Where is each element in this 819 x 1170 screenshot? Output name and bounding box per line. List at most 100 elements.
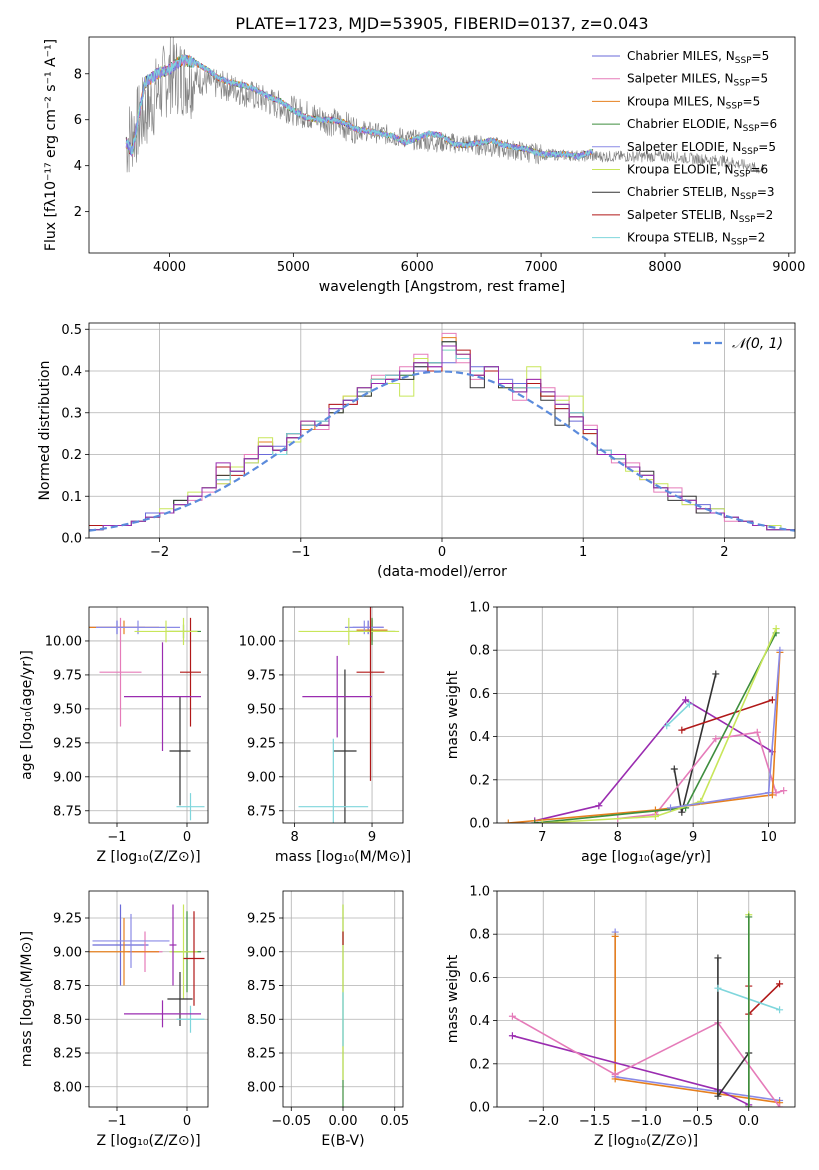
x-tick-label: 2	[720, 545, 728, 560]
plus-marker	[504, 819, 512, 823]
plus-marker	[682, 696, 690, 704]
y-axis-label: Normed distribution	[37, 361, 53, 501]
y-tick-label: 0.5	[61, 323, 82, 338]
x-axis-label: wavelength [Angstrom, rest frame]	[319, 279, 565, 295]
x-tick-label: 8	[290, 830, 298, 845]
plus-marker	[768, 696, 776, 704]
y-axis-label: mass weight	[445, 954, 461, 1043]
legend-label: Chabrier ELODIE, NSSP=6	[627, 117, 777, 134]
x-tick-label: 0	[438, 545, 446, 560]
y-tick-label: 9.00	[53, 945, 82, 960]
model-spectrum-line	[125, 54, 594, 160]
x-tick-label: 9	[689, 830, 697, 845]
plus-marker	[678, 808, 686, 816]
plus-marker	[753, 728, 761, 736]
x-tick-label: −1.0	[630, 1114, 662, 1129]
x-tick-label: −0.05	[271, 1114, 311, 1129]
y-tick-label: 8.75	[247, 804, 276, 819]
mass-weight-line	[673, 673, 717, 814]
plus-marker	[667, 804, 675, 812]
plus-marker	[714, 984, 722, 992]
mass-weight-line	[512, 1034, 750, 1106]
plus-marker	[508, 1012, 516, 1020]
legend-label: Chabrier MILES, NSSP=5	[627, 49, 769, 66]
model-spectrum-line	[125, 55, 594, 160]
model-spectrum-line	[125, 55, 594, 160]
y-tick-label: 0.6	[469, 687, 490, 702]
axes-frame	[282, 890, 404, 1108]
x-tick-label: 4000	[153, 260, 186, 275]
error-bar-point	[96, 620, 180, 635]
massweight-vs-age-panel: 7 8 9 10 0.0 0.2 0.4 0.6 0.8 1.0 age [log₁₀(age/yr…	[445, 601, 796, 865]
y-tick-label: 9.25	[247, 736, 276, 751]
y-tick-label: 0.3	[61, 406, 82, 421]
y-tick-label: 10.00	[45, 634, 82, 649]
axes-frame	[88, 890, 209, 1108]
y-tick-label: 4	[74, 159, 82, 174]
x-axis-label: E(B-V)	[321, 1133, 364, 1149]
mass-weight-line	[542, 628, 777, 823]
legend: Chabrier MILES, NSSP=5 Salpeter MILES, NS…	[592, 49, 777, 248]
age-vs-Z-panel: −1 0 8.75 9.00 9.25 9.50 9.75 10.00 Z [log₁₀(Z/Z…	[19, 606, 209, 865]
x-tick-label: 9	[368, 830, 376, 845]
error-bar-point	[167, 972, 193, 1026]
y-tick-label: 0.8	[469, 644, 490, 659]
plot-area	[89, 904, 205, 1033]
x-tick-label: 0.05	[380, 1114, 409, 1129]
plus-marker	[772, 789, 780, 797]
mass-vs-EBV-panel: −0.05 0.00 0.05 8.00 8.25 8.50 8.75 9.00 9.25 E(B…	[247, 890, 409, 1149]
error-bar-point	[302, 655, 373, 738]
y-tick-label: 8.25	[53, 1047, 82, 1062]
mass-vs-Z-panel: −1 0 8.00 8.25 8.50 8.75 9.00 9.25 Z [log₁₀(Z/Z⊙…	[19, 890, 209, 1149]
mass-weight-line	[717, 958, 750, 1107]
legend-label: Kroupa STELIB, NSSP=2	[627, 231, 765, 248]
error-bar-point	[180, 617, 201, 727]
y-tick-label: 0.2	[469, 1057, 490, 1072]
axes-frame	[496, 890, 796, 1108]
legend-label: Salpeter STELIB, NSSP=2	[627, 208, 773, 225]
error-bar-point	[169, 904, 198, 999]
y-tick-label: 2	[74, 205, 82, 220]
y-tick-label: 0.4	[61, 365, 82, 380]
y-tick-label: 9.75	[247, 668, 276, 683]
x-tick-label: 7000	[525, 260, 558, 275]
axes-frame	[88, 322, 796, 539]
y-tick-label: 0.0	[469, 817, 490, 832]
axes-frame	[496, 606, 796, 824]
error-bar-point	[99, 617, 142, 727]
x-tick-label: −1.5	[579, 1114, 611, 1129]
model-spectrum-line	[125, 54, 594, 159]
plus-marker	[685, 700, 693, 708]
error-bar-point	[124, 1000, 201, 1028]
x-tick-label: 7	[538, 830, 546, 845]
plot-area	[508, 911, 784, 1107]
y-tick-label: 9.25	[53, 736, 82, 751]
y-tick-label: 8.75	[247, 979, 276, 994]
legend-label: Salpeter MILES, NSSP=5	[627, 72, 768, 89]
error-bar-point	[169, 696, 191, 806]
error-bar-point	[356, 607, 385, 781]
plus-marker	[776, 1006, 784, 1014]
y-axis-label: Flux [fλ10⁻¹⁷ erg cm⁻² s⁻¹ A⁻¹]	[43, 39, 59, 251]
y-tick-label: 0.0	[469, 1101, 490, 1116]
legend: 𝒩(0, 1)	[693, 336, 783, 352]
y-tick-label: 9.00	[53, 770, 82, 785]
error-bar-point	[89, 918, 159, 986]
y-tick-label: 9.00	[247, 945, 276, 960]
legend-label: Chabrier STELIB, NSSP=3	[627, 185, 775, 202]
x-axis-label: (data-model)/error	[377, 564, 507, 580]
axes-frame	[282, 606, 404, 824]
x-axis-label: mass [log₁₀(M/M⊙)]	[275, 849, 411, 865]
error-bar-point	[134, 620, 198, 643]
y-tick-label: 9.50	[247, 702, 276, 717]
error-bar-point	[176, 793, 205, 821]
x-tick-label: 0	[183, 1114, 191, 1129]
model-spectrum-line	[125, 54, 594, 159]
mass-weight-line	[747, 983, 781, 1015]
plus-marker	[678, 726, 686, 734]
plus-marker	[714, 1092, 722, 1100]
y-tick-label: 8.00	[247, 1080, 276, 1095]
mass-weight-line	[681, 699, 773, 731]
y-tick-label: 0.0	[61, 532, 82, 547]
